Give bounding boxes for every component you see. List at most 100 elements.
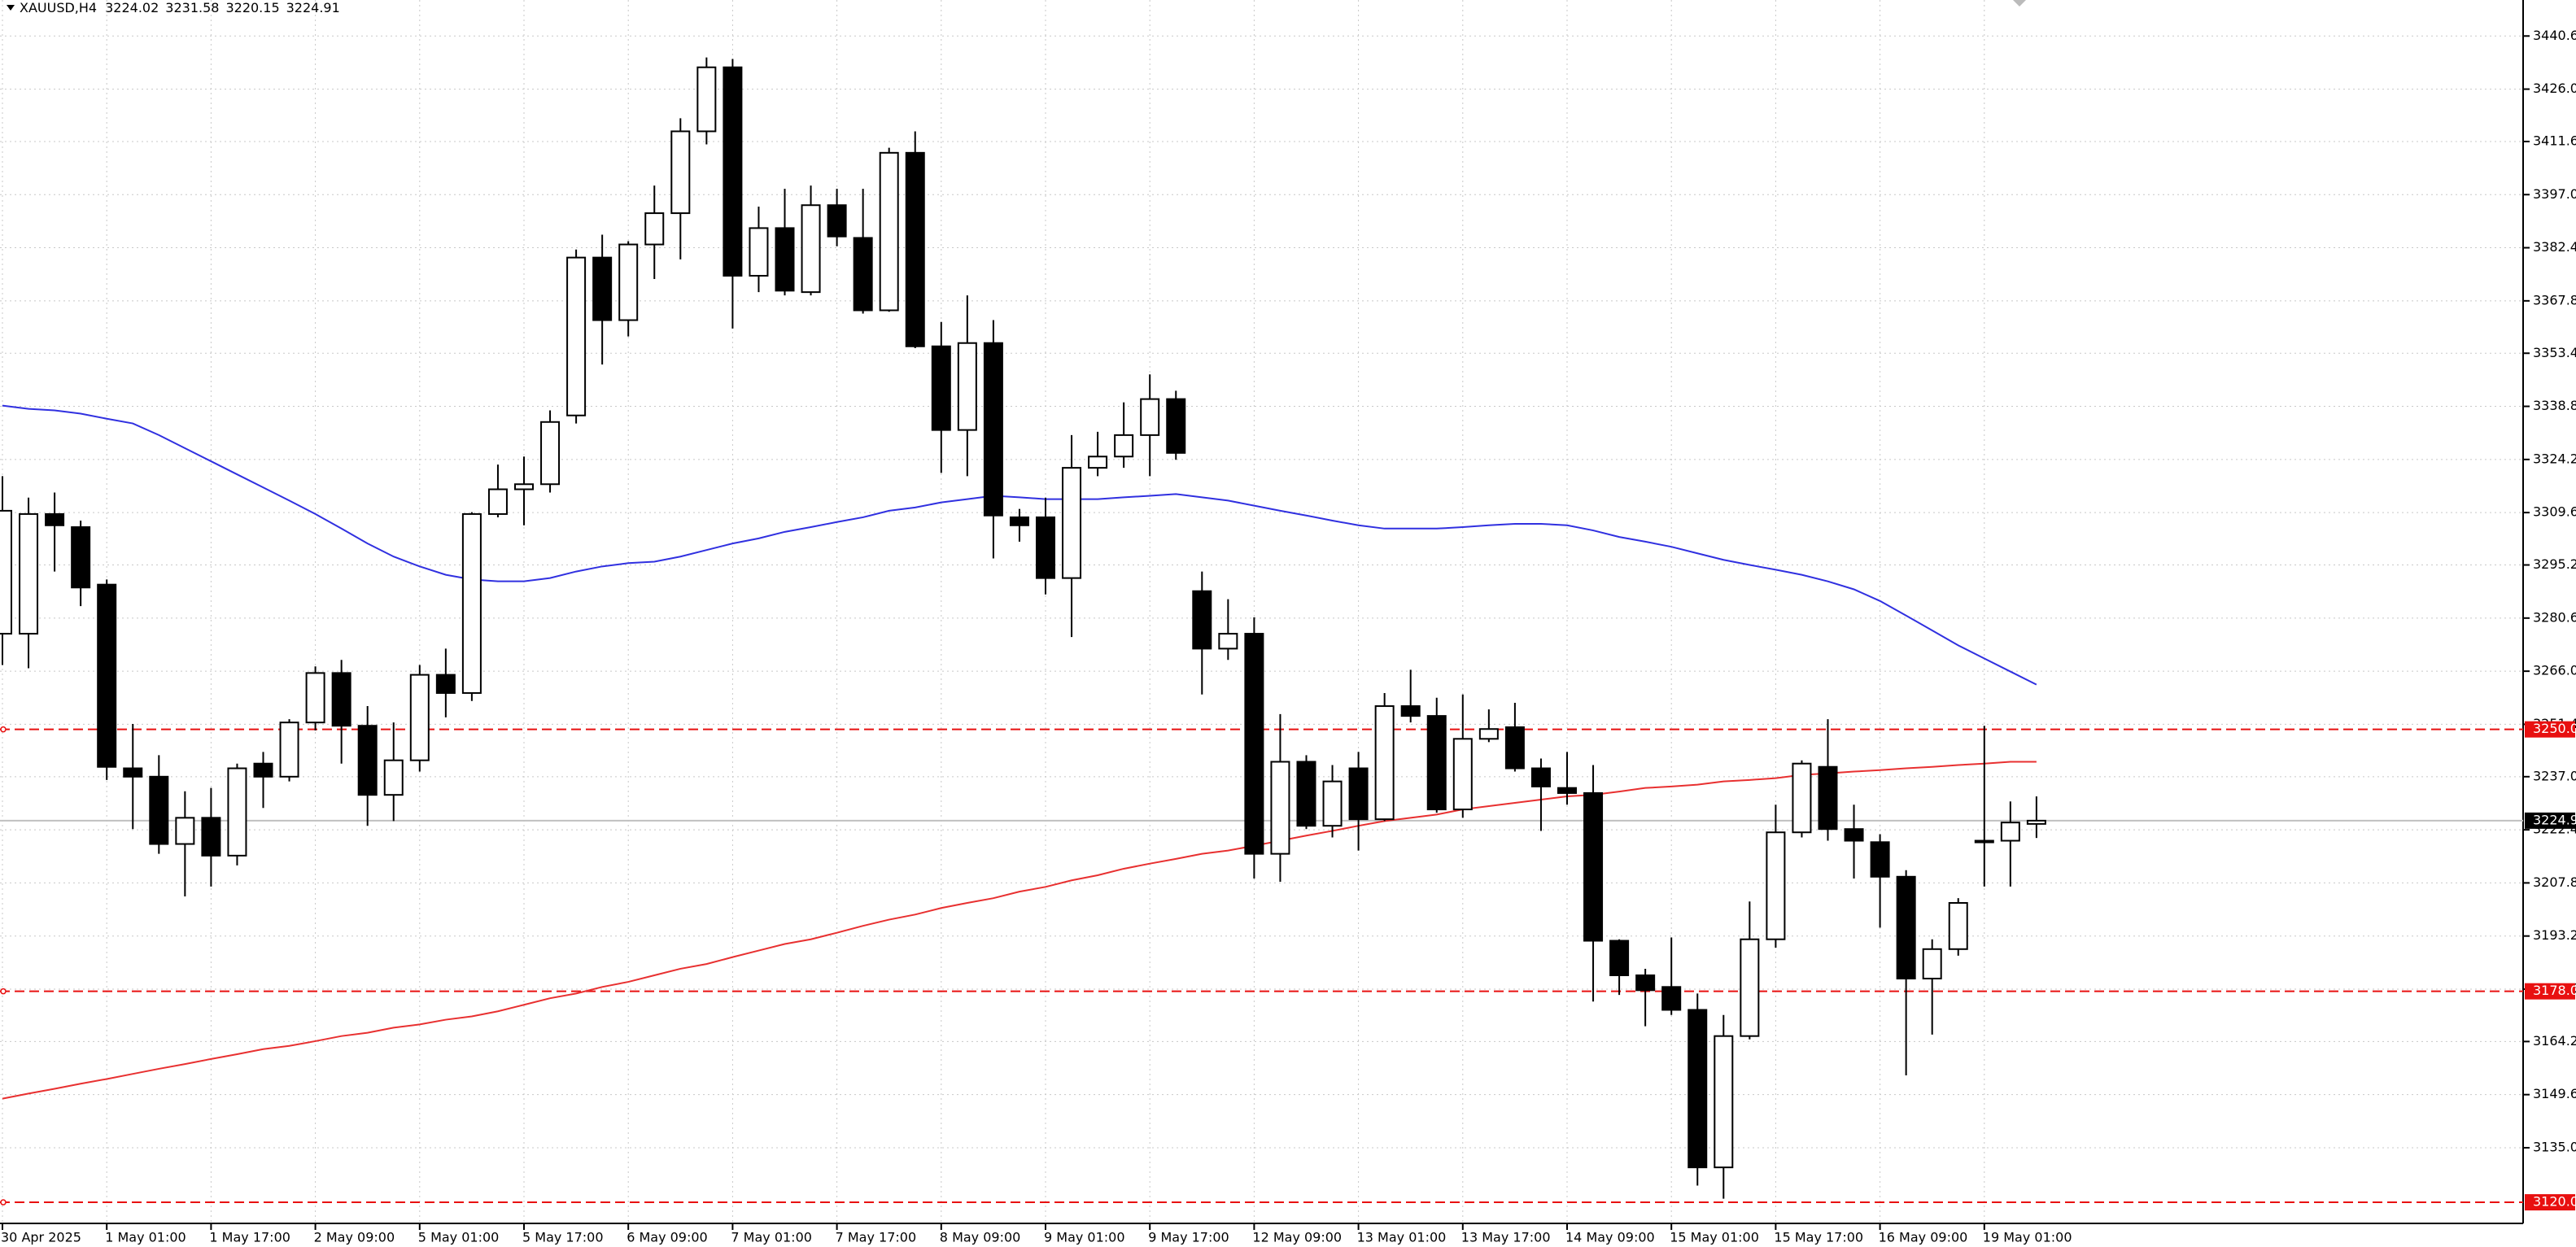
y-tick-label: 3411.60 xyxy=(2533,133,2576,148)
candle-body xyxy=(1296,761,1316,827)
candle-body xyxy=(383,759,404,796)
candle xyxy=(696,57,717,145)
x-tick-label: 2 May 09:00 xyxy=(314,1230,395,1245)
candle xyxy=(383,722,404,822)
candle xyxy=(1348,752,1369,851)
x-tick-label: 15 May 17:00 xyxy=(1774,1230,1863,1245)
level-label: 3120.00 xyxy=(2533,1194,2576,1210)
level-label: 3178.00 xyxy=(2533,983,2576,998)
candle-body xyxy=(1504,726,1525,770)
candle-body xyxy=(0,509,12,635)
candle-body xyxy=(1400,705,1421,717)
x-tick-label: 7 May 01:00 xyxy=(731,1230,812,1245)
candle xyxy=(253,752,273,809)
candle-body xyxy=(1062,467,1082,579)
level-label-box xyxy=(2525,1194,2575,1211)
x-tick-label: 1 May 17:00 xyxy=(209,1230,290,1245)
candle-body xyxy=(1948,901,1968,950)
candle xyxy=(1270,713,1290,883)
candle xyxy=(1088,431,1108,477)
level-label-box xyxy=(2525,721,2575,738)
candle-body xyxy=(1792,762,1812,834)
candle-body xyxy=(1557,787,1577,794)
candle xyxy=(1400,669,1421,723)
candle-body xyxy=(1609,940,1630,976)
candle xyxy=(931,321,951,473)
candle-body xyxy=(540,421,561,486)
y-tick-label: 3382.40 xyxy=(2533,239,2576,255)
candle xyxy=(1635,968,1656,1027)
x-tick-label: 9 May 17:00 xyxy=(1148,1230,1229,1245)
candle-body xyxy=(644,212,665,246)
candle-body xyxy=(227,767,247,857)
candle xyxy=(1818,719,1838,841)
candle xyxy=(1009,508,1029,542)
candle xyxy=(1036,497,1055,595)
y-tick-label: 3324.20 xyxy=(2533,451,2576,466)
candle-body xyxy=(123,767,143,778)
candle-body xyxy=(853,237,873,312)
candle xyxy=(1504,703,1525,772)
header-open: 3224.02 xyxy=(105,0,159,15)
candle-body xyxy=(723,66,743,277)
y-tick-label: 3426.00 xyxy=(2533,81,2576,96)
candle xyxy=(1192,571,1212,695)
candle-body xyxy=(1166,398,1186,454)
candle-body xyxy=(2000,822,2020,842)
candle-body xyxy=(461,512,482,694)
candle xyxy=(175,791,195,896)
candle-body xyxy=(1583,791,1604,942)
candle xyxy=(1062,434,1082,638)
candle-body xyxy=(775,227,795,292)
candle-body xyxy=(1974,839,1994,844)
x-tick-label: 16 May 09:00 xyxy=(1879,1230,1968,1245)
candle xyxy=(1609,939,1630,996)
y-tick-label: 3193.20 xyxy=(2533,927,2576,943)
candle-body xyxy=(1740,938,1760,1037)
candle xyxy=(461,512,482,701)
candle xyxy=(1896,870,1916,1075)
candle-body xyxy=(305,672,325,724)
candle-body xyxy=(1348,767,1369,821)
candle xyxy=(435,648,456,717)
candle-body xyxy=(1114,434,1134,458)
candle xyxy=(1714,1014,1734,1199)
candle-body xyxy=(149,775,169,845)
candle xyxy=(592,234,613,365)
y-tick-label: 3295.20 xyxy=(2533,556,2576,572)
candle-body xyxy=(1088,456,1108,469)
candle-body xyxy=(1896,875,1916,980)
candle-body xyxy=(696,66,717,133)
candle-body xyxy=(566,256,587,416)
y-tick-label: 3338.80 xyxy=(2533,398,2576,413)
candle xyxy=(123,723,143,830)
candle-body xyxy=(175,817,195,845)
candle xyxy=(1583,765,1604,1002)
symbol: XAUUSD,H4 xyxy=(20,0,97,15)
candle-body xyxy=(1478,728,1499,740)
x-tick-label: 9 May 01:00 xyxy=(1044,1230,1125,1245)
candle xyxy=(514,456,534,525)
candle-body xyxy=(749,227,769,277)
candle xyxy=(540,410,561,493)
candle-body xyxy=(879,151,899,312)
candle xyxy=(1922,939,1942,1035)
candle-body xyxy=(253,762,273,778)
candle-body xyxy=(1766,831,1786,940)
candle xyxy=(357,706,378,826)
y-tick-label: 3353.40 xyxy=(2533,345,2576,360)
candle xyxy=(905,131,925,348)
y-tick-label: 3280.60 xyxy=(2533,609,2576,625)
x-tick-label: 1 May 01:00 xyxy=(105,1230,186,1245)
candle-body xyxy=(1374,705,1395,821)
candle-body xyxy=(592,256,613,321)
candle-body xyxy=(1140,398,1160,436)
candle-body xyxy=(1635,974,1656,992)
candle-body xyxy=(1844,828,1864,842)
candle-body xyxy=(1870,841,1890,878)
candle xyxy=(1140,374,1160,477)
candle-body xyxy=(279,722,299,778)
candle-body xyxy=(487,488,508,515)
candle xyxy=(2026,796,2046,839)
